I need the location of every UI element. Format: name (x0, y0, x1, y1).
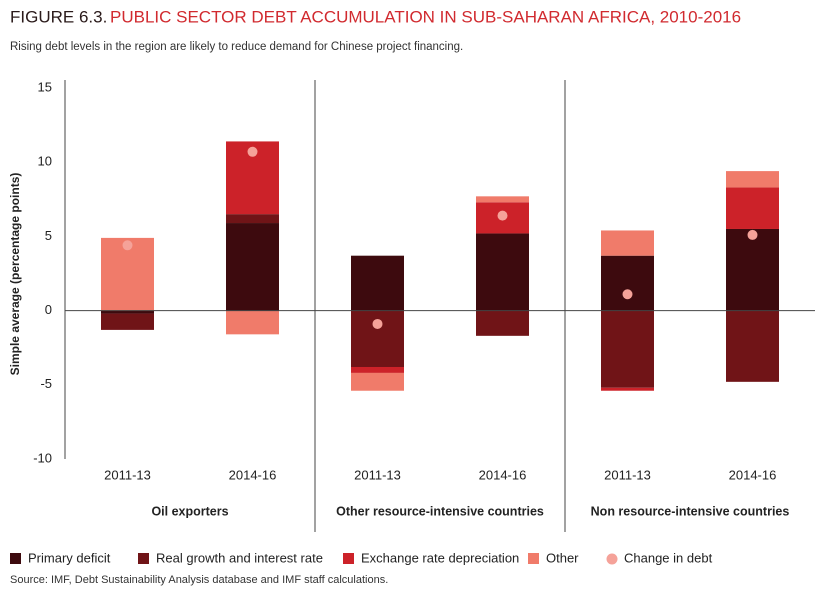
figure-number: FIGURE 6.3. (10, 7, 107, 26)
bar-segment (476, 196, 529, 203)
change-dot (747, 229, 758, 240)
bar-segment (226, 310, 279, 335)
bar-segment (101, 313, 154, 330)
x-tick-label: 2011-13 (354, 467, 401, 482)
y-tick-label: 15 (38, 79, 52, 94)
bar-segment (726, 187, 779, 229)
bar-segment (226, 223, 279, 311)
x-tick-label: 2014-16 (229, 467, 277, 482)
bar-segment (726, 310, 779, 382)
bar-segment (726, 171, 779, 188)
change-dot (497, 210, 508, 221)
y-tick-label: 5 (45, 228, 52, 243)
bar-segment (351, 255, 404, 311)
legend-marker (343, 553, 354, 564)
bar-segment (601, 310, 654, 388)
bar-segment (601, 230, 654, 256)
legend-marker (606, 553, 618, 565)
x-tick-label: 2014-16 (729, 467, 777, 482)
legend-label: Real growth and interest rate (156, 550, 323, 565)
chart-title: PUBLIC SECTOR DEBT ACCUMULATION IN SUB-S… (110, 7, 741, 26)
bar-segment (726, 228, 779, 311)
source-note: Source: IMF, Debt Sustainability Analysi… (10, 574, 388, 586)
group-label: Non resource-intensive countries (591, 504, 790, 518)
subtitle: Rising debt levels in the region are lik… (10, 41, 463, 53)
bar-segment (601, 255, 654, 311)
legend-label: Other (546, 550, 579, 565)
group-label: Other resource-intensive countries (336, 504, 544, 518)
bar-segment (226, 214, 279, 224)
y-tick-label: -10 (33, 450, 52, 465)
legend-label: Primary deficit (28, 550, 111, 565)
change-dot (247, 146, 258, 157)
x-tick-label: 2011-13 (104, 467, 151, 482)
x-tick-label: 2014-16 (479, 467, 527, 482)
legend-label: Change in debt (624, 550, 713, 565)
group-label: Oil exporters (151, 504, 228, 518)
legend-label: Exchange rate depreciation (361, 550, 519, 565)
change-dot (122, 240, 133, 251)
bar-segment (601, 387, 654, 391)
change-dot (622, 289, 633, 300)
y-tick-label: 10 (38, 154, 52, 169)
bar-segment (351, 366, 404, 373)
legend-marker (10, 553, 21, 564)
x-tick-label: 2011-13 (604, 467, 651, 482)
legend-marker (138, 553, 149, 564)
change-dot (372, 318, 383, 329)
y-tick-label: -5 (40, 376, 52, 391)
bar-segment (476, 233, 529, 311)
y-axis-label: Simple average (percentage points) (8, 173, 22, 376)
y-tick-label: 0 (45, 302, 52, 317)
bar-segment (101, 310, 154, 314)
bar-segment (351, 372, 404, 391)
bar-segment (476, 310, 529, 336)
legend-marker (528, 553, 539, 564)
